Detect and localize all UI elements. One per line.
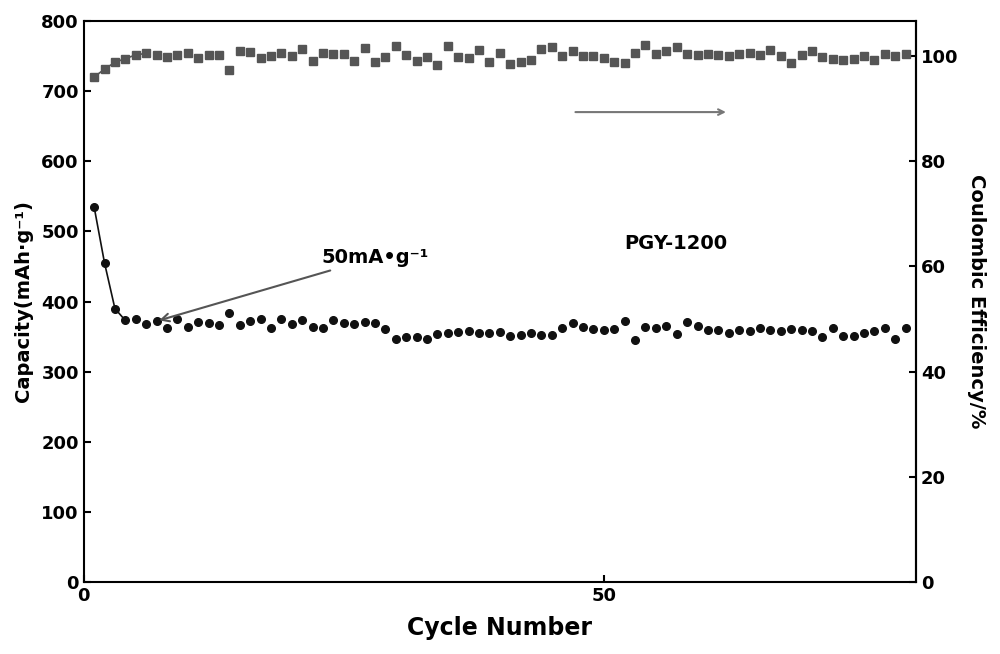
Y-axis label: Coulombic Efficiency/%: Coulombic Efficiency/% bbox=[967, 175, 986, 429]
Text: PGY-1200: PGY-1200 bbox=[625, 234, 728, 253]
Y-axis label: Capacity(mAh·g⁻¹): Capacity(mAh·g⁻¹) bbox=[14, 201, 33, 402]
Text: 50mA•g⁻¹: 50mA•g⁻¹ bbox=[161, 248, 429, 321]
X-axis label: Cycle Number: Cycle Number bbox=[407, 616, 592, 640]
